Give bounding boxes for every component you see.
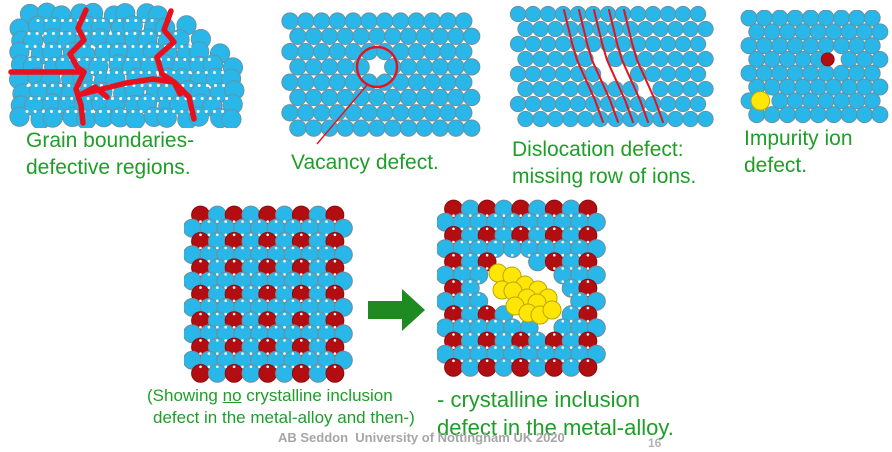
- before-caption-line2: defect in the metal-alloy and then-): [153, 408, 415, 427]
- after-caption: - crystalline inclusion defect in the me…: [437, 386, 674, 442]
- transformation-arrow-icon: [368, 289, 425, 331]
- dislocation-caption: Dislocation defect: missing row of ions.: [512, 136, 696, 190]
- alloy-after-diagram: [437, 199, 606, 377]
- grain-caption-line2: defective regions.: [26, 156, 191, 179]
- vacancy-caption: Vacancy defect.: [291, 149, 439, 176]
- dislocation-defect-diagram: [510, 5, 714, 128]
- before-caption-post: crystalline inclusion: [241, 386, 393, 405]
- vacancy-caption-line1: Vacancy defect.: [291, 151, 439, 174]
- before-caption-line1: (Showing no crystalline inclusion: [147, 385, 415, 407]
- dislocation-caption-line1: Dislocation defect:: [512, 138, 684, 161]
- before-caption-pre: (Showing: [147, 386, 223, 405]
- before-caption: (Showing no crystalline inclusion defect…: [147, 385, 415, 429]
- impurity-ion-diagram: [740, 10, 889, 124]
- after-caption-line1: - crystalline inclusion: [437, 387, 640, 412]
- impurity-caption: Impurity ion defect.: [744, 125, 853, 179]
- grain-caption-line1: Grain boundaries-: [26, 129, 195, 152]
- grain-boundaries-diagram: [8, 2, 245, 128]
- footer-credit: AB Seddon University of Nottingham UK 20…: [278, 430, 565, 445]
- alloy-before-diagram: [184, 205, 353, 383]
- before-caption-underlined-word: no: [222, 386, 242, 405]
- dislocation-caption-line2: missing row of ions.: [512, 165, 697, 188]
- page-number: 16: [648, 436, 662, 450]
- vacancy-defect-diagram: [281, 12, 481, 145]
- grain-caption: Grain boundaries- defective regions.: [26, 127, 194, 181]
- impurity-caption-line2: defect.: [744, 154, 808, 177]
- impurity-caption-line1: Impurity ion: [744, 127, 853, 150]
- after-caption-line2: defect in the metal-alloy.: [437, 415, 674, 440]
